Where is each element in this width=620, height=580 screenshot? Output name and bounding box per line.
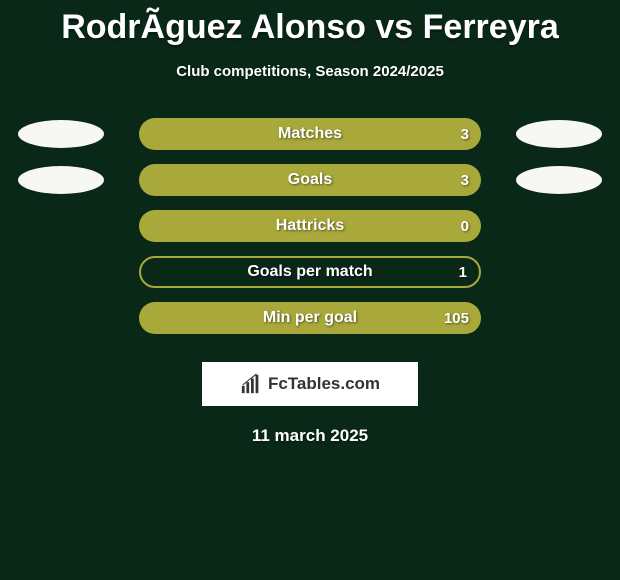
page-title: RodrÃ­guez Alonso vs Ferreyra	[0, 0, 620, 47]
subtitle: Club competitions, Season 2024/2025	[0, 63, 620, 80]
stat-row: Matches3	[0, 118, 620, 150]
stat-row: Goals3	[0, 164, 620, 196]
stat-label: Min per goal	[139, 302, 481, 334]
stats-rows: Matches3Goals3Hattricks0Goals per match1…	[0, 118, 620, 334]
stat-label: Hattricks	[139, 210, 481, 242]
stat-bar: Hattricks0	[139, 210, 481, 242]
right-ellipse	[516, 166, 602, 194]
stat-value: 3	[461, 118, 469, 150]
brand-text: FcTables.com	[268, 374, 380, 394]
stat-value: 105	[444, 302, 469, 334]
stat-bar: Goals3	[139, 164, 481, 196]
stat-value: 1	[459, 258, 467, 286]
stat-row: Goals per match1	[0, 256, 620, 288]
date-label: 11 march 2025	[0, 426, 620, 446]
stat-label: Matches	[139, 118, 481, 150]
stat-label: Goals	[139, 164, 481, 196]
stat-label: Goals per match	[141, 258, 479, 286]
right-ellipse	[516, 120, 602, 148]
stat-row: Min per goal105	[0, 302, 620, 334]
stat-row: Hattricks0	[0, 210, 620, 242]
bars-icon	[240, 373, 262, 395]
left-ellipse	[18, 120, 104, 148]
brand-badge: FcTables.com	[202, 362, 418, 406]
stat-bar: Min per goal105	[139, 302, 481, 334]
left-ellipse	[18, 166, 104, 194]
stat-value: 0	[461, 210, 469, 242]
stat-bar: Goals per match1	[139, 256, 481, 288]
stat-bar: Matches3	[139, 118, 481, 150]
stat-value: 3	[461, 164, 469, 196]
